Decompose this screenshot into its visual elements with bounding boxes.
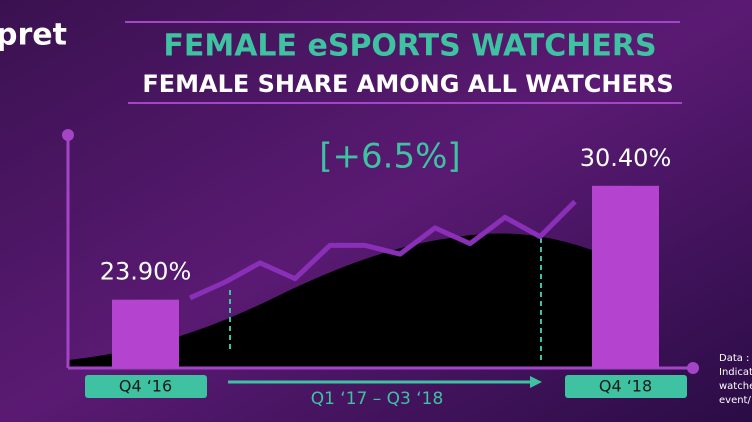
brand: pret (0, 18, 67, 53)
range-label: Q1 ‘17 – Q3 ‘18 (311, 389, 444, 409)
category-box (565, 375, 687, 398)
footnote-line: Data : (719, 353, 749, 364)
value-label: 30.40% (580, 144, 672, 172)
footnote-line: event/ (719, 395, 751, 406)
x-tick-label: Q4 ‘18 (599, 377, 652, 396)
background-area (68, 233, 592, 368)
annotation: [+6.5%] (319, 137, 460, 177)
footnote-line: Indicat (719, 367, 752, 378)
bar (112, 299, 179, 368)
footnote-line: watche (719, 381, 752, 392)
axis-dot (687, 362, 699, 374)
value-label: 23.90% (100, 258, 192, 286)
range-arrowhead (530, 376, 542, 388)
axis-dot (62, 129, 74, 141)
chart-title: FEMALE eSPORTS WATCHERS (163, 29, 656, 64)
footnote: Data : Indicat watche event/ (719, 353, 752, 406)
category-box (85, 375, 207, 398)
chart-subtitle: FEMALE SHARE AMONG ALL WATCHERS (142, 70, 673, 98)
x-tick-label: Q4 ‘16 (119, 377, 172, 396)
trend-line (188, 199, 577, 301)
bar (592, 185, 659, 368)
